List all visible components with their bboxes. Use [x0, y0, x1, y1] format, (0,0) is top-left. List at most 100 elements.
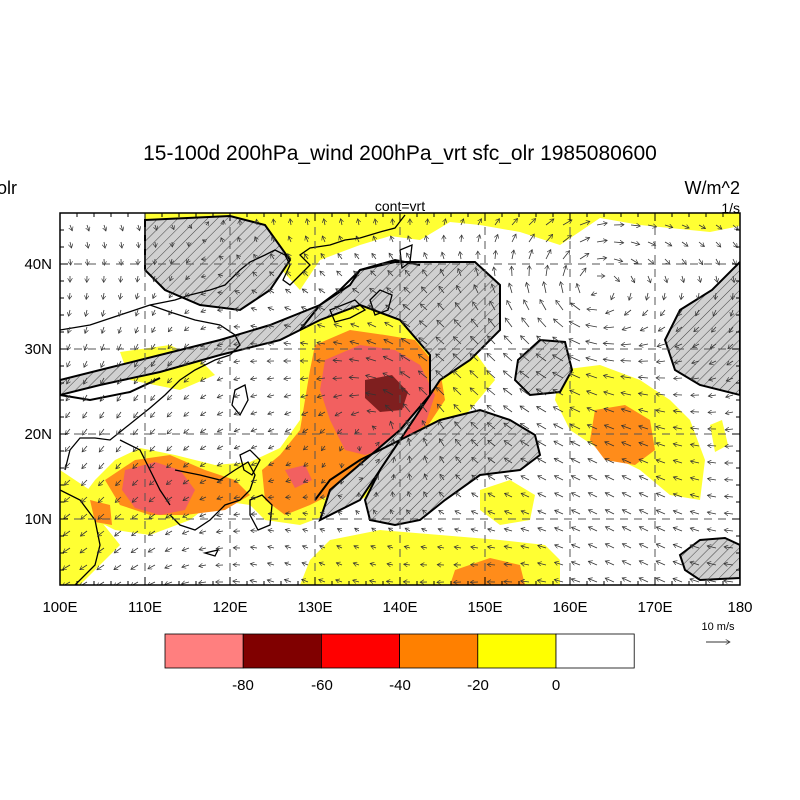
wind-vector [622, 510, 632, 515]
contour-label: cont=vrt [374, 198, 426, 214]
wind-vector [151, 377, 156, 384]
wind-vector [167, 411, 173, 417]
wind-vector [335, 411, 343, 416]
wind-vector [236, 273, 240, 276]
wind-vector [285, 429, 292, 432]
wind-vector [80, 547, 88, 553]
wind-vector [603, 343, 615, 344]
wind-vector [251, 361, 258, 362]
wind-vector [165, 565, 173, 568]
wind-vector [656, 361, 666, 362]
wind-vector [424, 474, 427, 481]
wind-vector [440, 474, 445, 481]
wind-vector [698, 241, 704, 247]
wind-vector [471, 511, 479, 514]
wind-vector [528, 234, 534, 243]
lon-label: 160E [552, 599, 587, 616]
wind-vector [98, 513, 105, 519]
wind-vector [368, 323, 377, 328]
wind-vector [639, 344, 649, 346]
wind-vector [319, 563, 326, 566]
wind-vector [401, 372, 411, 379]
wind-vector [300, 343, 309, 344]
wind-vector [301, 325, 309, 327]
wind-vector [408, 492, 410, 498]
wind-vector [116, 394, 122, 401]
wind-vector [300, 378, 309, 379]
wind-vector [732, 292, 733, 300]
wind-vector [217, 327, 224, 328]
wind-vector [136, 309, 138, 316]
wind-vector [355, 428, 359, 434]
lat-label: 30N [24, 341, 52, 358]
wind-vector [470, 388, 479, 396]
wind-vector [359, 445, 360, 451]
wind-vector [383, 356, 394, 362]
wind-vector [504, 546, 513, 548]
wind-vector [673, 528, 683, 532]
colorbar-label: 0 [552, 677, 560, 694]
wind-vector [707, 512, 717, 514]
wind-vector [185, 327, 190, 331]
wind-vector [403, 305, 411, 311]
wind-vector [238, 237, 240, 243]
wind-vector [420, 304, 428, 311]
wind-vector [367, 411, 377, 412]
wind-vector [707, 580, 717, 582]
wind-vector [455, 493, 462, 498]
wind-vector [217, 497, 224, 499]
wind-vector [166, 513, 173, 518]
wind-vector [285, 546, 292, 548]
wind-vector [488, 493, 496, 498]
wind-vector [422, 529, 428, 532]
plot-title: 15-100d 200hPa_wind 200hPa_vrt sfc_olr 1… [143, 142, 657, 165]
wind-vector [690, 461, 700, 463]
wind-vector [605, 476, 615, 481]
wind-vector [235, 291, 241, 293]
wind-vector [571, 441, 581, 447]
wind-vector [136, 292, 138, 299]
wind-vector [152, 309, 155, 316]
wind-vector [69, 309, 70, 316]
wind-vector [673, 578, 683, 583]
wind-vector [488, 458, 496, 464]
wind-vector [100, 428, 105, 435]
wind-vector [217, 463, 224, 466]
wind-vector [184, 411, 190, 416]
wind-vector [556, 300, 564, 311]
wind-vector [64, 513, 71, 519]
wind-vector [320, 529, 326, 531]
wind-vector [456, 286, 462, 294]
wind-vector [622, 442, 632, 447]
wind-vector [66, 394, 71, 401]
wind-vector [571, 476, 581, 481]
wind-vector [537, 580, 547, 582]
wind-vector [349, 377, 360, 378]
wind-vector [217, 429, 224, 432]
wind-vector [337, 271, 343, 277]
wind-vector [384, 339, 394, 345]
wind-vector [406, 420, 411, 430]
wind-vector [673, 477, 683, 480]
wind-vector [591, 293, 598, 295]
wind-vector [673, 561, 683, 566]
wind-vector [217, 514, 224, 516]
wind-vector [487, 353, 496, 362]
wind-vector [571, 303, 581, 311]
wind-vector [438, 439, 445, 447]
wind-vector [217, 446, 224, 449]
wind-vector [63, 547, 71, 553]
wind-vector [87, 258, 88, 265]
wind-vector [62, 581, 71, 585]
wind-vector [526, 282, 529, 294]
wind-vector [319, 580, 326, 583]
wind-vector [577, 284, 581, 294]
wind-vector [392, 492, 393, 498]
wind-vector [321, 254, 326, 260]
colorbar-swatch [555, 633, 635, 669]
wind-vector [472, 492, 479, 498]
wind-vector [80, 530, 88, 536]
wind-vector [251, 308, 258, 310]
wind-vector [453, 354, 462, 362]
wind-vector [307, 219, 308, 226]
